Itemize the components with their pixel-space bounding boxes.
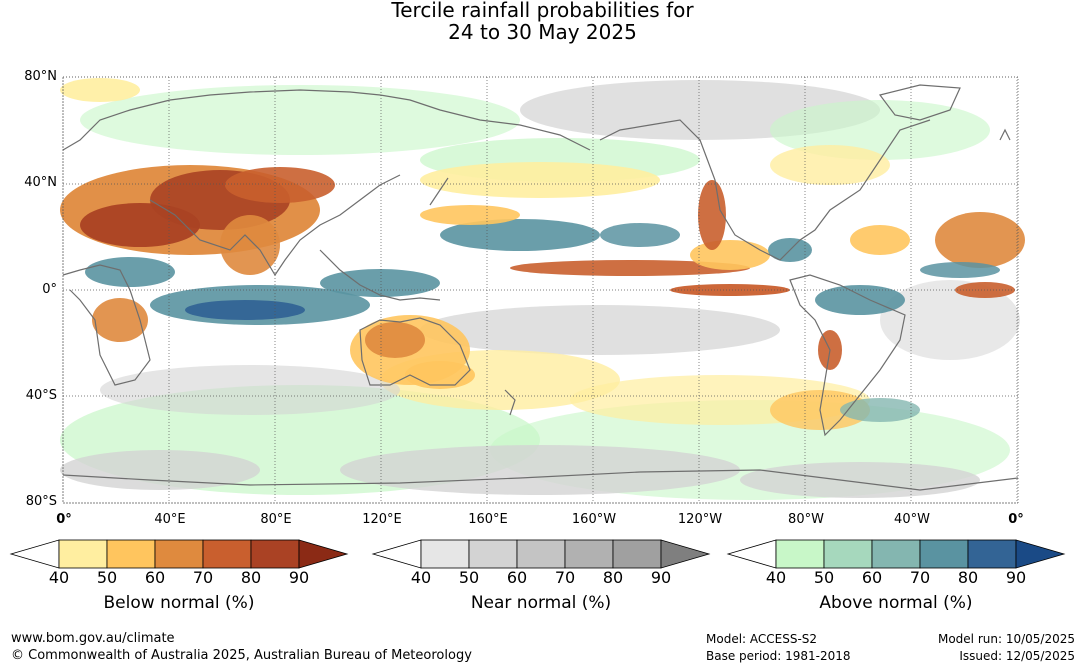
above-tick-40: 40 (765, 568, 787, 587)
coastline (62, 89, 591, 151)
footer-copyright: © Commonwealth of Australia 2025, Austra… (11, 648, 472, 663)
near-tick-40: 40 (410, 568, 432, 587)
lon-label-80e: 80°E (260, 512, 292, 527)
above-normal-title: Above normal (%) (819, 593, 973, 613)
above-tick-90: 90 (1005, 568, 1027, 587)
lon-label-0-east: 0° (1008, 512, 1024, 527)
lon-label-80w: 80°W (788, 512, 824, 527)
below-tick-50: 50 (96, 568, 118, 587)
colorbar-1 (371, 539, 711, 569)
above-tick-50: 50 (813, 568, 835, 587)
colorbar-0 (9, 539, 349, 569)
coastline (504, 389, 516, 416)
coastline (359, 317, 471, 386)
lon-label-160w: 160°W (571, 512, 617, 527)
coastlines (62, 84, 1019, 491)
lon-label-120w: 120°W (677, 512, 723, 527)
lat-label-40n: 40°N (24, 175, 57, 190)
probability-shading (60, 78, 1025, 500)
coastline (599, 119, 931, 261)
below-tick-60: 60 (144, 568, 166, 587)
lon-label-120e: 120°E (362, 512, 402, 527)
coastline (149, 174, 401, 277)
near-normal-title: Near normal (%) (470, 593, 612, 613)
lon-label-0: 0° (56, 512, 72, 527)
lat-label-eq: 0° (42, 282, 57, 297)
map-title-line2: 24 to 30 May 2025 (448, 20, 637, 44)
footer-model: Model: ACCESS-S2 (706, 632, 818, 646)
above-tick-70: 70 (909, 568, 931, 587)
coastline (319, 249, 441, 301)
footer-model-run: Model run: 10/05/2025 (937, 632, 1075, 646)
below-tick-90: 90 (288, 568, 310, 587)
coastline (789, 274, 906, 437)
coastline (62, 264, 151, 386)
lon-label-40w: 40°W (894, 512, 930, 527)
near-tick-60: 60 (506, 568, 528, 587)
coastline (429, 177, 449, 206)
below-tick-70: 70 (192, 568, 214, 587)
above-tick-60: 60 (861, 568, 883, 587)
coastline (62, 469, 1019, 491)
lon-label-40e: 40°E (154, 512, 186, 527)
lat-label-80n: 80°N (24, 69, 57, 84)
below-normal-title: Below normal (%) (103, 593, 255, 613)
footer-url: www.bom.gov.au/climate (11, 631, 175, 646)
coastline (999, 128, 1011, 141)
coastline (878, 84, 961, 121)
lon-label-160e: 160°E (468, 512, 508, 527)
footer-issued: Issued: 12/05/2025 (959, 649, 1075, 663)
near-tick-70: 70 (554, 568, 576, 587)
colorbar-2 (726, 539, 1066, 569)
graticule (62, 76, 1018, 504)
near-tick-80: 80 (602, 568, 624, 587)
footer-base-period: Base period: 1981-2018 (706, 649, 851, 663)
lat-label-80s: 80°S (25, 494, 57, 509)
near-tick-90: 90 (650, 568, 672, 587)
lat-label-40s: 40°S (25, 388, 57, 403)
map-title-line1: Tercile rainfall probabilities for (391, 0, 694, 22)
above-tick-80: 80 (957, 568, 979, 587)
below-tick-80: 80 (240, 568, 262, 587)
near-tick-50: 50 (458, 568, 480, 587)
map-frame (62, 76, 1019, 504)
below-tick-40: 40 (48, 568, 70, 587)
